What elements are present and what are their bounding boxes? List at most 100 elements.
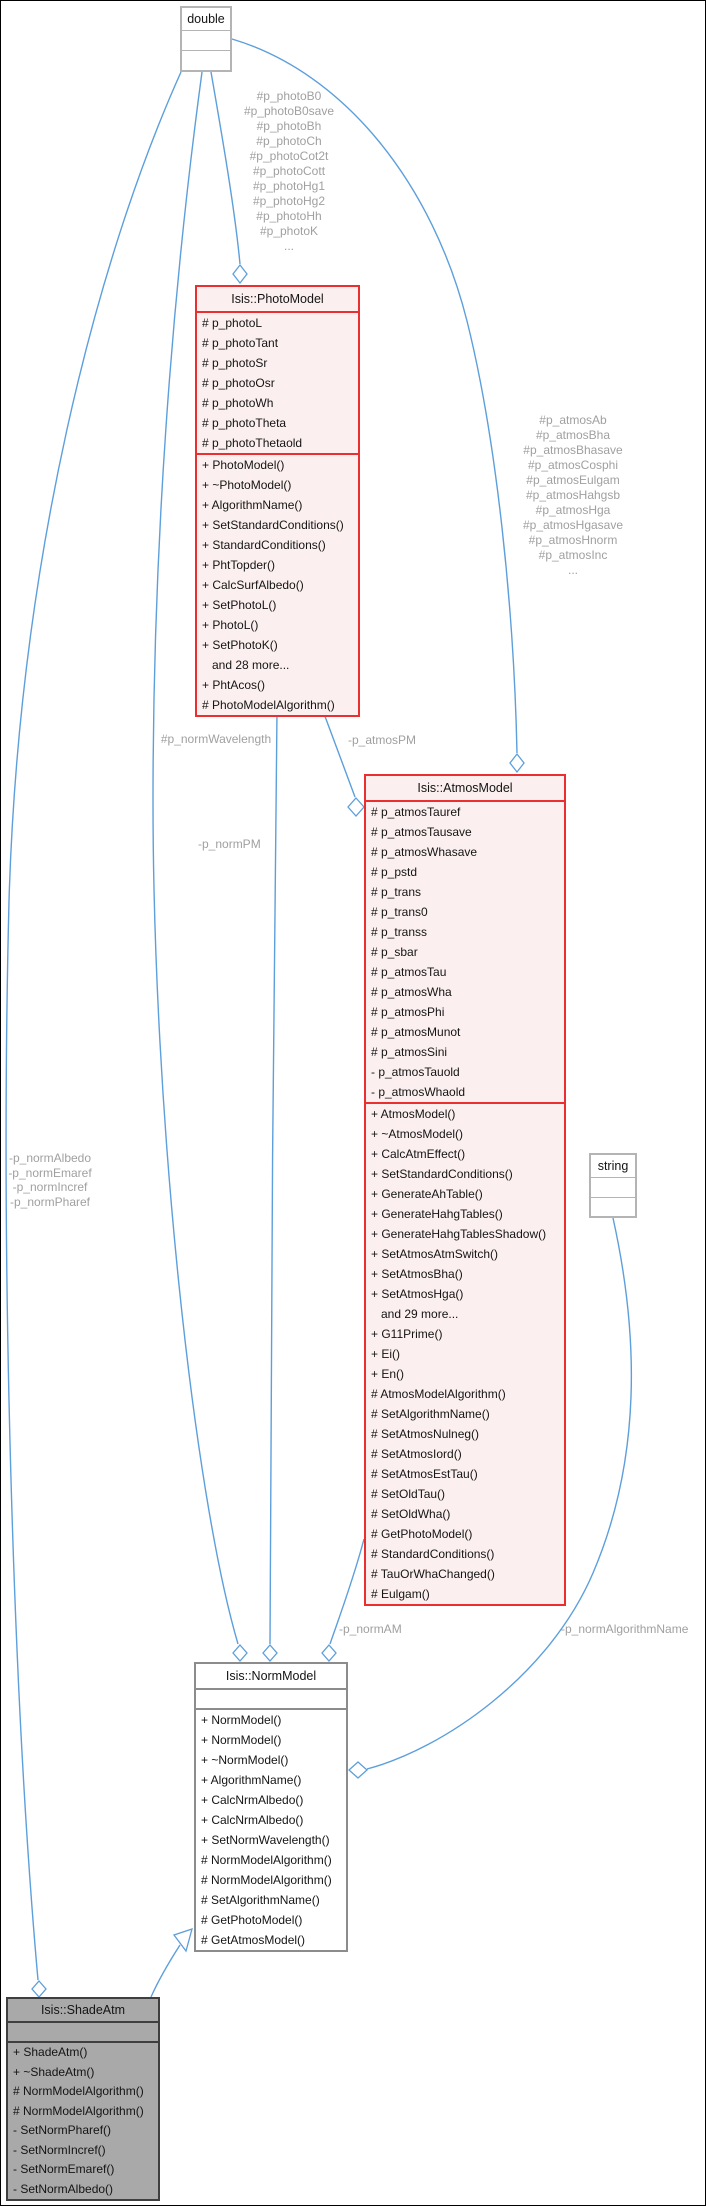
edge-label-row: #p_photoK <box>259 224 319 238</box>
class-photomodel-attributes: # p_photoL # p_photoTant # p_photoSr # p_ph… <box>197 311 358 453</box>
class-atmosmodel[interactable]: Isis::AtmosModel # p_atmosTauref # p_atmo… <box>364 774 566 1606</box>
method-row: + SetStandardConditions() <box>202 518 344 532</box>
method-row: + AtmosModel() <box>371 1107 456 1121</box>
edge-double-to-shadeatm <box>5 71 182 1981</box>
attribute-row: # p_atmosWhasave <box>371 845 478 859</box>
class-normmodel[interactable]: Isis::NormModel + NormModel() + NormModel… <box>194 1662 348 1952</box>
method-row: + AlgorithmName() <box>201 1773 302 1787</box>
method-row: + SetAtmosAtmSwitch() <box>371 1247 499 1261</box>
edge-label-row: ... <box>567 563 578 577</box>
aggregation-diamond-normmodel-wavelength <box>232 1644 248 1662</box>
method-row: + NormModel() <box>201 1733 282 1747</box>
edge-double-to-atmosmodel <box>231 38 518 754</box>
method-row: # StandardConditions() <box>371 1547 495 1561</box>
class-atmosmodel-attributes: # p_atmosTauref # p_atmosTausave # p_atmos… <box>366 800 564 1102</box>
edge-label-row: -p_normPharef <box>9 1194 91 1209</box>
attribute-row: # p_pstd <box>371 865 418 879</box>
method-row: # NormModelAlgorithm() <box>201 1853 332 1867</box>
class-string-title: string <box>597 1159 629 1173</box>
edge-label-row: #p_photoB0save <box>243 104 335 118</box>
class-double-title: double <box>187 12 225 26</box>
class-photomodel[interactable]: Isis::PhotoModel # p_photoL# p_photoTant… <box>195 285 360 717</box>
edge-label-row: #p_atmosHga <box>535 503 611 517</box>
edge-label-row: #p_atmosInc <box>538 548 608 562</box>
edge-string-to-normmodel <box>366 1217 633 1770</box>
attribute-row: # p_atmosSini <box>371 1045 448 1059</box>
aggregation-diamond-normmodel-string <box>348 1761 368 1779</box>
method-row: + PhotoL() <box>202 618 259 632</box>
class-photomodel-title: Isis::PhotoModel <box>231 292 324 306</box>
edge-photomodel-to-normmodel <box>269 710 278 1645</box>
method-row: + StandardConditions() <box>202 538 326 552</box>
method-row: + ~ShadeAtm() <box>13 2064 95 2079</box>
edge-label-row: #p_atmosHgasave <box>522 518 624 532</box>
edge-label-row: #p_atmosEulgam <box>526 473 620 487</box>
method-row: # SetAtmosEstTau() <box>371 1467 478 1481</box>
attribute-row: - p_atmosWhaold <box>371 1085 466 1099</box>
method-row: # GetAtmosModel() <box>201 1933 306 1947</box>
edge-label-norm-algorithm-name: -p_normAlgorithmName <box>561 1622 689 1636</box>
attribute-row: # p_photoSr <box>202 356 268 370</box>
method-row: + ~NormModel() <box>201 1753 289 1767</box>
edge-shadeatm-to-normmodel-inheritance <box>150 1944 181 1998</box>
method-row: + Ei() <box>371 1347 401 1361</box>
class-normmodel-attributes-empty <box>196 1688 346 1708</box>
edge-label-row: #p_photoCott <box>252 164 326 178</box>
method-row: + GenerateAhTable() <box>371 1187 483 1201</box>
method-row: + GenerateHahgTables() <box>371 1207 503 1221</box>
class-shadeatm-attributes-empty <box>8 2021 158 2041</box>
edge-label-norm-pm: -p_normPM <box>198 837 261 851</box>
edge-label-photo-members: #p_photoB0 #p_photoB0save #p_photoBh #p_pho… <box>216 89 362 254</box>
attribute-row: # p_photoOsr <box>202 376 275 390</box>
attribute-row: # p_photoTheta <box>202 416 287 430</box>
aggregation-diamond-normmodel-pm <box>262 1644 278 1662</box>
attribute-row: # p_atmosWha <box>371 985 452 999</box>
class-photomodel-methods: + PhotoModel() + ~PhotoModel() + Algorithm… <box>197 453 358 715</box>
attribute-row: # p_atmosTau <box>371 965 447 979</box>
attribute-row: # p_trans0 <box>371 905 428 919</box>
class-string: string <box>589 1153 637 1218</box>
edge-label-norm-wavelength: #p_normWavelength <box>160 732 272 746</box>
class-shadeatm-methods: + ShadeAtm() + ~ShadeAtm() # NormModelAlgo… <box>8 2041 158 2199</box>
edge-photomodel-to-atmosmodel <box>322 710 356 798</box>
edge-label-row: #p_photoCot2t <box>249 149 329 163</box>
attribute-row: # p_photoTant <box>202 336 279 350</box>
attribute-row: # p_photoThetaold <box>202 436 303 450</box>
class-string-attributes-empty <box>591 1177 635 1197</box>
attribute-row: # p_atmosPhi <box>371 1005 445 1019</box>
edge-label-row: -p_normIncref <box>12 1180 88 1194</box>
attribute-row: # p_photoL <box>202 316 263 330</box>
method-row: + ~PhotoModel() <box>202 478 292 492</box>
method-row: # SetAlgorithmName() <box>371 1407 490 1421</box>
edge-label-row: #p_photoBh <box>256 119 322 133</box>
method-row: + SetPhotoL() <box>202 598 277 612</box>
method-row: # NormModelAlgorithm() <box>13 2103 144 2118</box>
edge-label-row: #p_photoB0 <box>256 89 322 103</box>
method-row: + AlgorithmName() <box>202 498 303 512</box>
edge-label-shade-members: -p_normAlbedo -p_normEmaref -p_normIncref -… <box>1 1151 99 1209</box>
aggregation-diamond-normmodel-am <box>321 1644 337 1662</box>
method-row: - SetNormAlbedo() <box>13 2181 114 2196</box>
edge-label-row: #p_atmosBhasave <box>523 443 623 457</box>
class-normmodel-title: Isis::NormModel <box>225 1669 317 1683</box>
edge-label-row: #p_atmosAb <box>539 413 607 427</box>
edge-label-row: -p_normAlbedo <box>8 1151 92 1165</box>
class-atmosmodel-methods: + AtmosModel() + ~AtmosModel() + CalcAtmEf… <box>366 1102 564 1604</box>
method-row: + PhotoModel() <box>202 458 285 472</box>
class-shadeatm: Isis::ShadeAtm + ShadeAtm() + ~ShadeAtm()… <box>6 1997 160 2201</box>
method-row: + SetNormWavelength() <box>201 1833 330 1847</box>
class-atmosmodel-title: Isis::AtmosModel <box>417 781 513 795</box>
method-row: + ShadeAtm() <box>13 2045 88 2059</box>
method-row: + GenerateHahgTablesShadow() <box>371 1227 547 1241</box>
edge-label-row: -p_normEmaref <box>8 1165 92 1180</box>
method-row: # NormModelAlgorithm() <box>13 2084 144 2098</box>
edge-label-row: ... <box>283 239 294 253</box>
method-row: # AtmosModelAlgorithm() <box>371 1387 506 1401</box>
edge-label-row: #p_photoHg2 <box>252 194 326 208</box>
method-row: # GetPhotoModel() <box>371 1527 473 1541</box>
method-row: + PhtTopder() <box>202 558 276 572</box>
attribute-row: # p_atmosMunot <box>371 1025 461 1039</box>
edge-double-to-normmodel <box>152 71 239 1645</box>
edge-label-atmos-members: #p_atmosAb #p_atmosBha #p_atmosBhasave #p_a… <box>500 413 646 578</box>
